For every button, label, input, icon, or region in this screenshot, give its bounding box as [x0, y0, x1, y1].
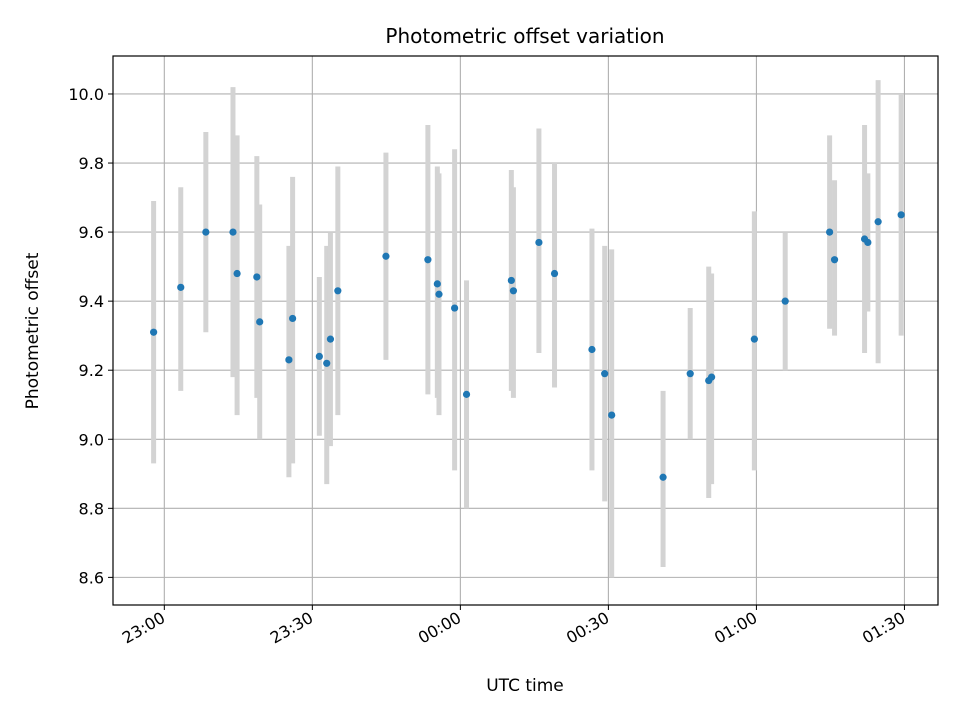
- data-point: [177, 283, 185, 291]
- y-axis-label: Photometric offset: [23, 252, 43, 409]
- y-tick-label: 9.2: [79, 361, 104, 380]
- data-point: [382, 252, 390, 260]
- data-point: [202, 228, 210, 236]
- data-point: [285, 356, 293, 364]
- data-point: [462, 390, 471, 398]
- data-point: [424, 256, 432, 264]
- data-point: [659, 473, 667, 481]
- data-point: [256, 318, 264, 326]
- x-axis-label: UTC time: [486, 676, 564, 696]
- data-point: [686, 370, 694, 378]
- data-point: [826, 228, 834, 236]
- data-point: [507, 276, 515, 285]
- data-point: [550, 269, 559, 278]
- data-point: [830, 256, 839, 264]
- data-point: [233, 269, 241, 278]
- data-point: [326, 335, 335, 343]
- data-point: [708, 373, 716, 381]
- y-tick-label: 9.8: [79, 154, 104, 173]
- plot-frame: [112, 55, 939, 606]
- y-axis-ticks: 8.6 8.8 9.0 9.2 9.4 9.6 9.8 10.0: [68, 85, 113, 587]
- data-point: [874, 218, 882, 226]
- data-point: [433, 280, 441, 288]
- data-point: [150, 328, 158, 336]
- data-point: [781, 297, 789, 305]
- data-point: [897, 211, 905, 219]
- data-point: [289, 314, 297, 323]
- y-tick-label: 9.4: [79, 292, 104, 311]
- data-point: [588, 345, 596, 354]
- y-tick-label: 9.0: [79, 430, 104, 449]
- data-point: [229, 228, 237, 236]
- data-point: [253, 273, 261, 281]
- data-point: [750, 335, 758, 343]
- y-tick-label: 9.6: [79, 223, 104, 242]
- data-points: [150, 211, 905, 481]
- data-point: [315, 352, 323, 360]
- data-point: [535, 238, 543, 247]
- y-tick-label: 8.8: [79, 499, 104, 518]
- data-point: [608, 411, 616, 419]
- data-point: [509, 287, 518, 295]
- data-point: [435, 290, 443, 298]
- chart-title: Photometric offset variation: [385, 24, 664, 48]
- y-tick-label: 8.6: [79, 568, 104, 587]
- data-point: [451, 304, 459, 312]
- data-point: [334, 287, 342, 295]
- data-point: [323, 359, 331, 367]
- y-tick-label: 10.0: [68, 85, 104, 104]
- data-point: [864, 238, 872, 247]
- data-point: [601, 370, 609, 378]
